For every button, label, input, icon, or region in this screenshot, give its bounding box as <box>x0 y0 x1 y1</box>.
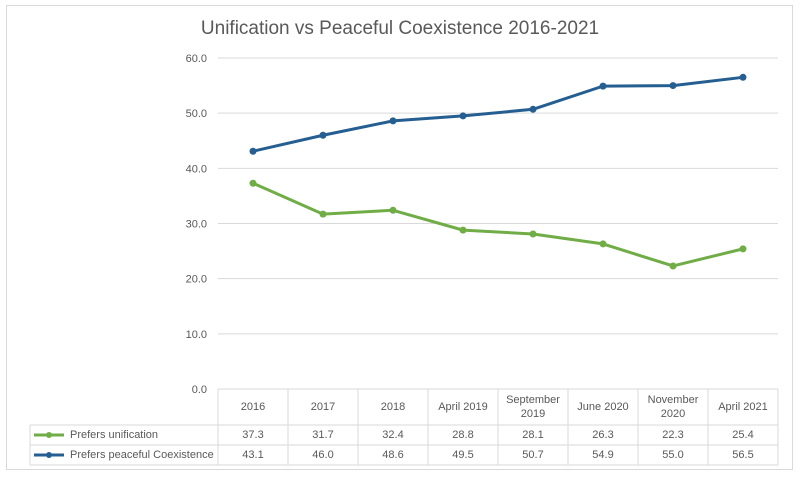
legend-label: Prefers unification <box>70 429 159 441</box>
data-value-cell: 49.5 <box>452 449 474 461</box>
category-label-line: June 2020 <box>577 401 629 413</box>
data-point <box>249 179 257 187</box>
y-tick-label: 40.0 <box>186 163 207 175</box>
data-value-cell: 22.3 <box>662 429 684 441</box>
data-point <box>669 262 677 270</box>
data-value-cell: 31.7 <box>312 429 334 441</box>
data-point <box>599 240 607 248</box>
data-value-cell: 55.0 <box>662 449 684 461</box>
data-value-cell: 25.4 <box>732 429 754 441</box>
category-label: 2018 <box>358 389 428 425</box>
category-label-line: November <box>647 394 699 406</box>
y-tick-label: 0.0 <box>192 384 207 396</box>
y-tick-label: 20.0 <box>186 274 207 286</box>
category-label-line: April 2019 <box>438 401 488 413</box>
category-label-line: 2019 <box>520 408 546 420</box>
data-value-cell: 54.9 <box>592 449 614 461</box>
category-label: 2017 <box>288 389 358 425</box>
data-point <box>459 112 467 120</box>
y-tick-label: 60.0 <box>186 53 207 65</box>
data-point <box>389 206 397 214</box>
data-value-cell: 48.6 <box>382 449 404 461</box>
data-value-cell: 32.4 <box>382 429 404 441</box>
data-value-cell: 50.7 <box>522 449 544 461</box>
y-tick-label: 30.0 <box>186 219 207 231</box>
category-label: April 2021 <box>708 389 778 425</box>
category-label-line: 2020 <box>660 408 686 420</box>
legend-label: Prefers peaceful Coexistence <box>70 449 214 461</box>
category-label: September 2019 <box>498 389 568 425</box>
data-value-cell: 28.8 <box>452 429 474 441</box>
data-point <box>459 226 467 234</box>
data-point <box>739 245 747 253</box>
data-point <box>319 210 327 218</box>
legend-marker-key <box>46 452 52 458</box>
series-line <box>251 75 745 153</box>
legend-marker-key <box>46 432 52 438</box>
data-point <box>529 230 537 238</box>
category-label-line: 2016 <box>240 401 266 413</box>
legend-keys <box>34 432 64 458</box>
data-point <box>389 117 397 125</box>
category-label: November 2020 <box>638 389 708 425</box>
series-line <box>251 181 745 268</box>
data-point <box>319 131 327 139</box>
data-table-borders <box>29 388 779 466</box>
data-value-cell: 46.0 <box>312 449 334 461</box>
gridlines <box>218 57 778 335</box>
data-point <box>249 147 257 155</box>
y-axis-ticks: 0.0 10.0 20.0 30.0 40.0 50.0 60.0 <box>186 53 207 396</box>
category-label-line: 2018 <box>380 401 406 413</box>
series-lines <box>249 73 747 270</box>
category-label: 2016 <box>218 389 288 425</box>
chart-frame <box>6 5 793 470</box>
category-label: April 2019 <box>428 389 498 425</box>
data-value-cell: 26.3 <box>592 429 614 441</box>
chart-title: Unification vs Peaceful Coexistence 2016… <box>200 18 600 39</box>
y-tick-label: 10.0 <box>186 329 207 341</box>
category-label-line: September <box>506 394 560 406</box>
data-value-cell: 28.1 <box>522 429 544 441</box>
data-value-cell: 56.5 <box>732 449 754 461</box>
data-point <box>669 82 677 90</box>
y-tick-label: 50.0 <box>186 108 207 120</box>
data-value-cell: 37.3 <box>242 429 264 441</box>
data-point <box>599 82 607 90</box>
category-label-line: April 2021 <box>718 401 768 413</box>
category-label: June 2020 <box>568 389 638 425</box>
category-label-line: 2017 <box>310 401 336 413</box>
data-point <box>529 105 537 113</box>
data-value-cell: 43.1 <box>242 449 264 461</box>
data-point <box>739 73 747 81</box>
